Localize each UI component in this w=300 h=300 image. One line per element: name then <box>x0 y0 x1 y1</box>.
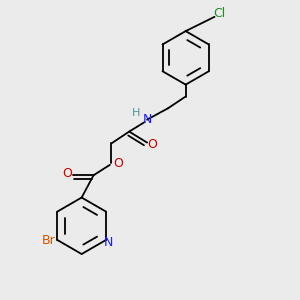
Text: H: H <box>131 108 140 118</box>
Text: O: O <box>114 157 123 170</box>
Text: O: O <box>147 138 157 151</box>
Text: Br: Br <box>41 234 55 247</box>
Text: N: N <box>104 236 113 249</box>
Text: Cl: Cl <box>214 8 226 20</box>
Text: O: O <box>62 167 72 180</box>
Text: N: N <box>142 113 152 126</box>
